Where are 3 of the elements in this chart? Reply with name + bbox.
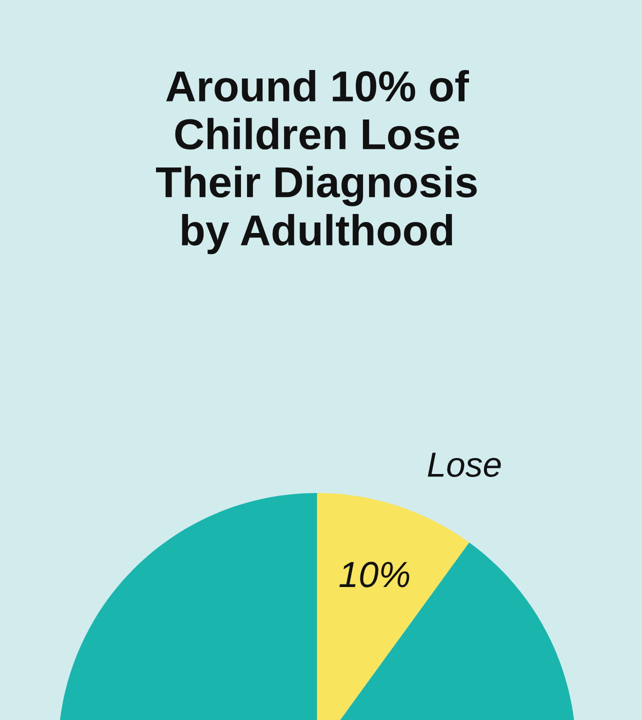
- chart-title: Around 10% of Children Lose Their Diagnosis by Adulthood: [156, 70, 477, 254]
- slice-label: Lose: [428, 452, 501, 477]
- data-label: 10%: [339, 562, 410, 588]
